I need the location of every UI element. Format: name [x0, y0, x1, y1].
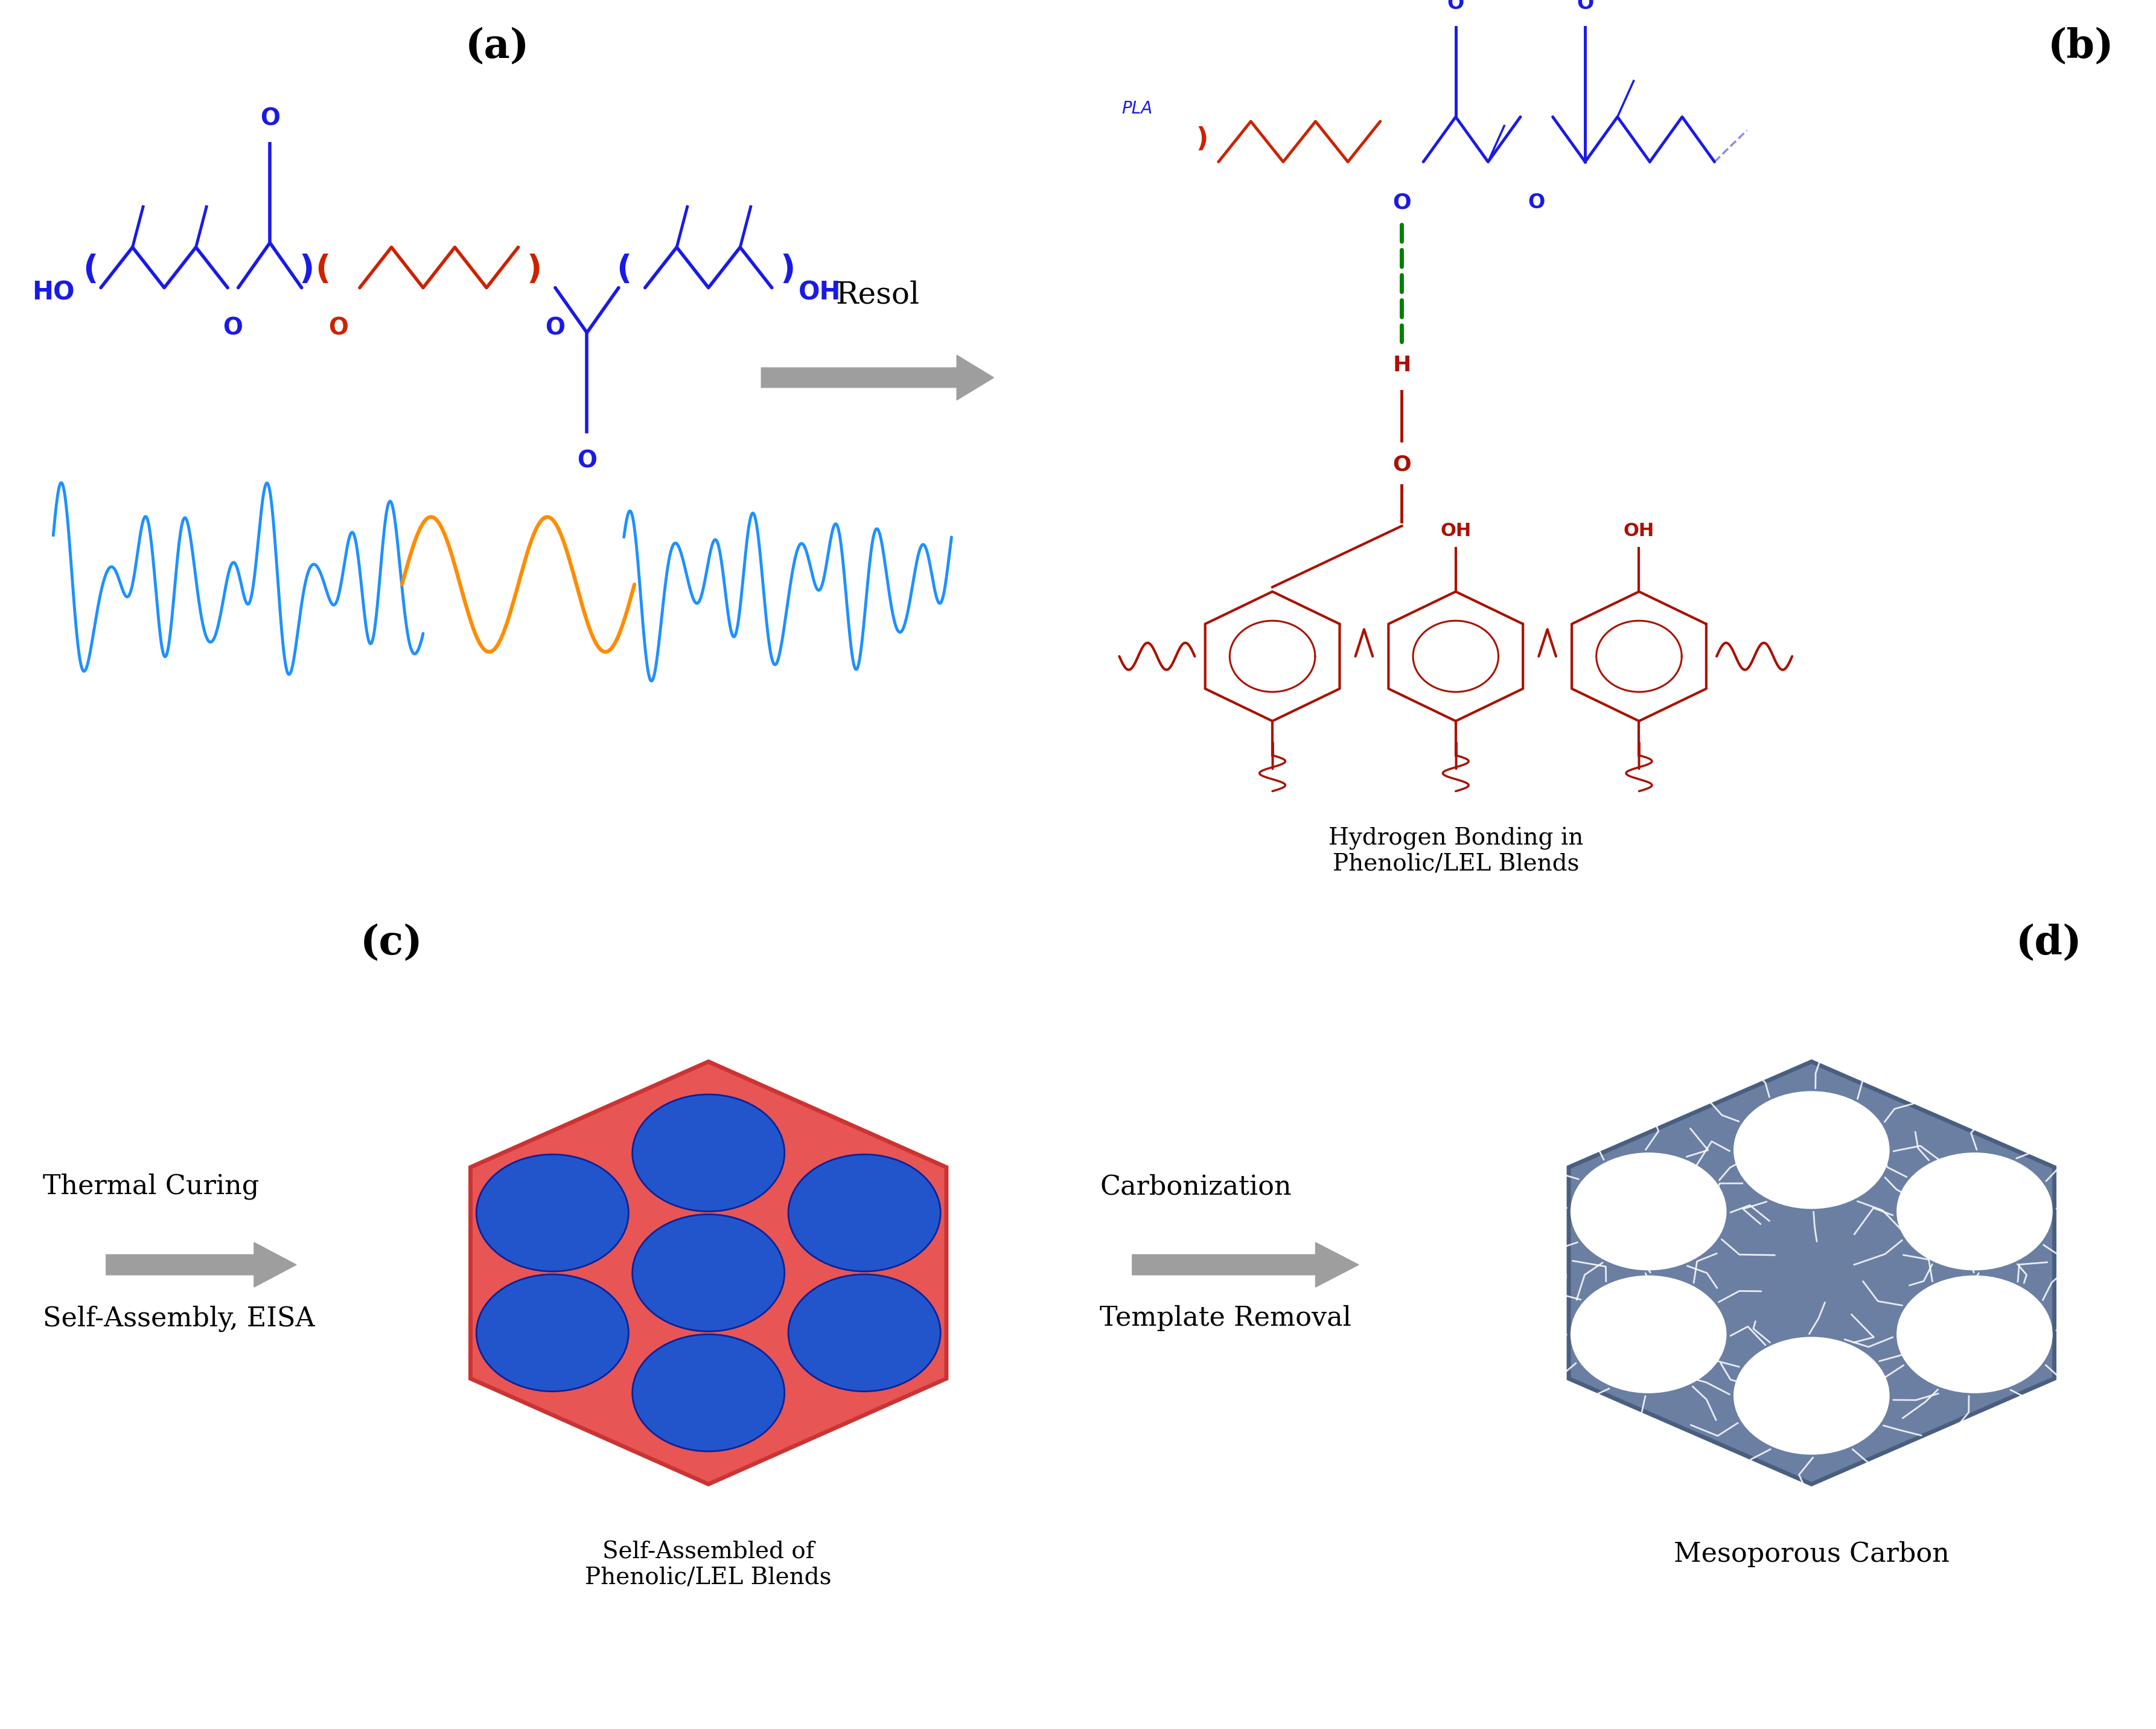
- Text: (c): (c): [360, 923, 423, 963]
- Text: O: O: [1393, 192, 1410, 213]
- Text: O: O: [1576, 0, 1593, 14]
- Text: (: (: [315, 254, 330, 285]
- Text: O: O: [1393, 455, 1410, 474]
- Circle shape: [632, 1214, 785, 1331]
- Text: Resol: Resol: [834, 280, 918, 309]
- Text: O: O: [222, 316, 244, 339]
- Text: (: (: [617, 254, 632, 285]
- FancyArrow shape: [106, 1243, 295, 1286]
- Text: HO: HO: [32, 280, 75, 304]
- Text: ): ): [1197, 126, 1207, 152]
- Polygon shape: [470, 1062, 946, 1483]
- Text: O: O: [328, 316, 349, 339]
- Text: Hydrogen Bonding in
Phenolic/LEL Blends: Hydrogen Bonding in Phenolic/LEL Blends: [1328, 826, 1583, 877]
- Text: O: O: [261, 107, 280, 130]
- Text: OH: OH: [1623, 522, 1654, 539]
- FancyArrow shape: [1132, 1243, 1358, 1286]
- Text: (: (: [82, 254, 97, 285]
- Text: OH: OH: [1440, 522, 1470, 539]
- Text: Thermal Curing: Thermal Curing: [43, 1174, 259, 1200]
- Circle shape: [789, 1155, 940, 1271]
- Text: O: O: [1529, 192, 1544, 213]
- Circle shape: [1570, 1153, 1725, 1271]
- Circle shape: [632, 1094, 785, 1212]
- Circle shape: [1570, 1276, 1725, 1394]
- Text: O: O: [1447, 0, 1464, 14]
- Circle shape: [1897, 1276, 2053, 1394]
- Circle shape: [1733, 1091, 1889, 1209]
- Text: O: O: [578, 450, 597, 472]
- Circle shape: [1733, 1337, 1889, 1454]
- Text: Self-Assembly, EISA: Self-Assembly, EISA: [43, 1305, 315, 1331]
- Text: (d): (d): [2016, 923, 2081, 963]
- Circle shape: [789, 1274, 940, 1392]
- Circle shape: [632, 1335, 785, 1451]
- Text: Carbonization: Carbonization: [1100, 1174, 1291, 1200]
- Text: PLA: PLA: [1121, 100, 1151, 118]
- Circle shape: [476, 1155, 627, 1271]
- Text: Self-Assembled of
Phenolic/LEL Blends: Self-Assembled of Phenolic/LEL Blends: [584, 1541, 832, 1589]
- Text: OH: OH: [798, 280, 841, 304]
- Text: Template Removal: Template Removal: [1100, 1305, 1352, 1331]
- Text: H: H: [1393, 354, 1410, 375]
- Text: (b): (b): [2048, 28, 2113, 66]
- Text: ): ): [526, 254, 541, 285]
- Polygon shape: [1567, 1062, 2055, 1483]
- Circle shape: [1897, 1153, 2053, 1271]
- Text: Mesoporous Carbon: Mesoporous Carbon: [1673, 1541, 1949, 1566]
- Text: ): ): [780, 254, 796, 285]
- Text: O: O: [545, 316, 565, 339]
- Circle shape: [476, 1274, 627, 1392]
- Text: (a): (a): [466, 28, 528, 66]
- FancyArrow shape: [761, 354, 994, 399]
- Text: ): ): [300, 254, 315, 285]
